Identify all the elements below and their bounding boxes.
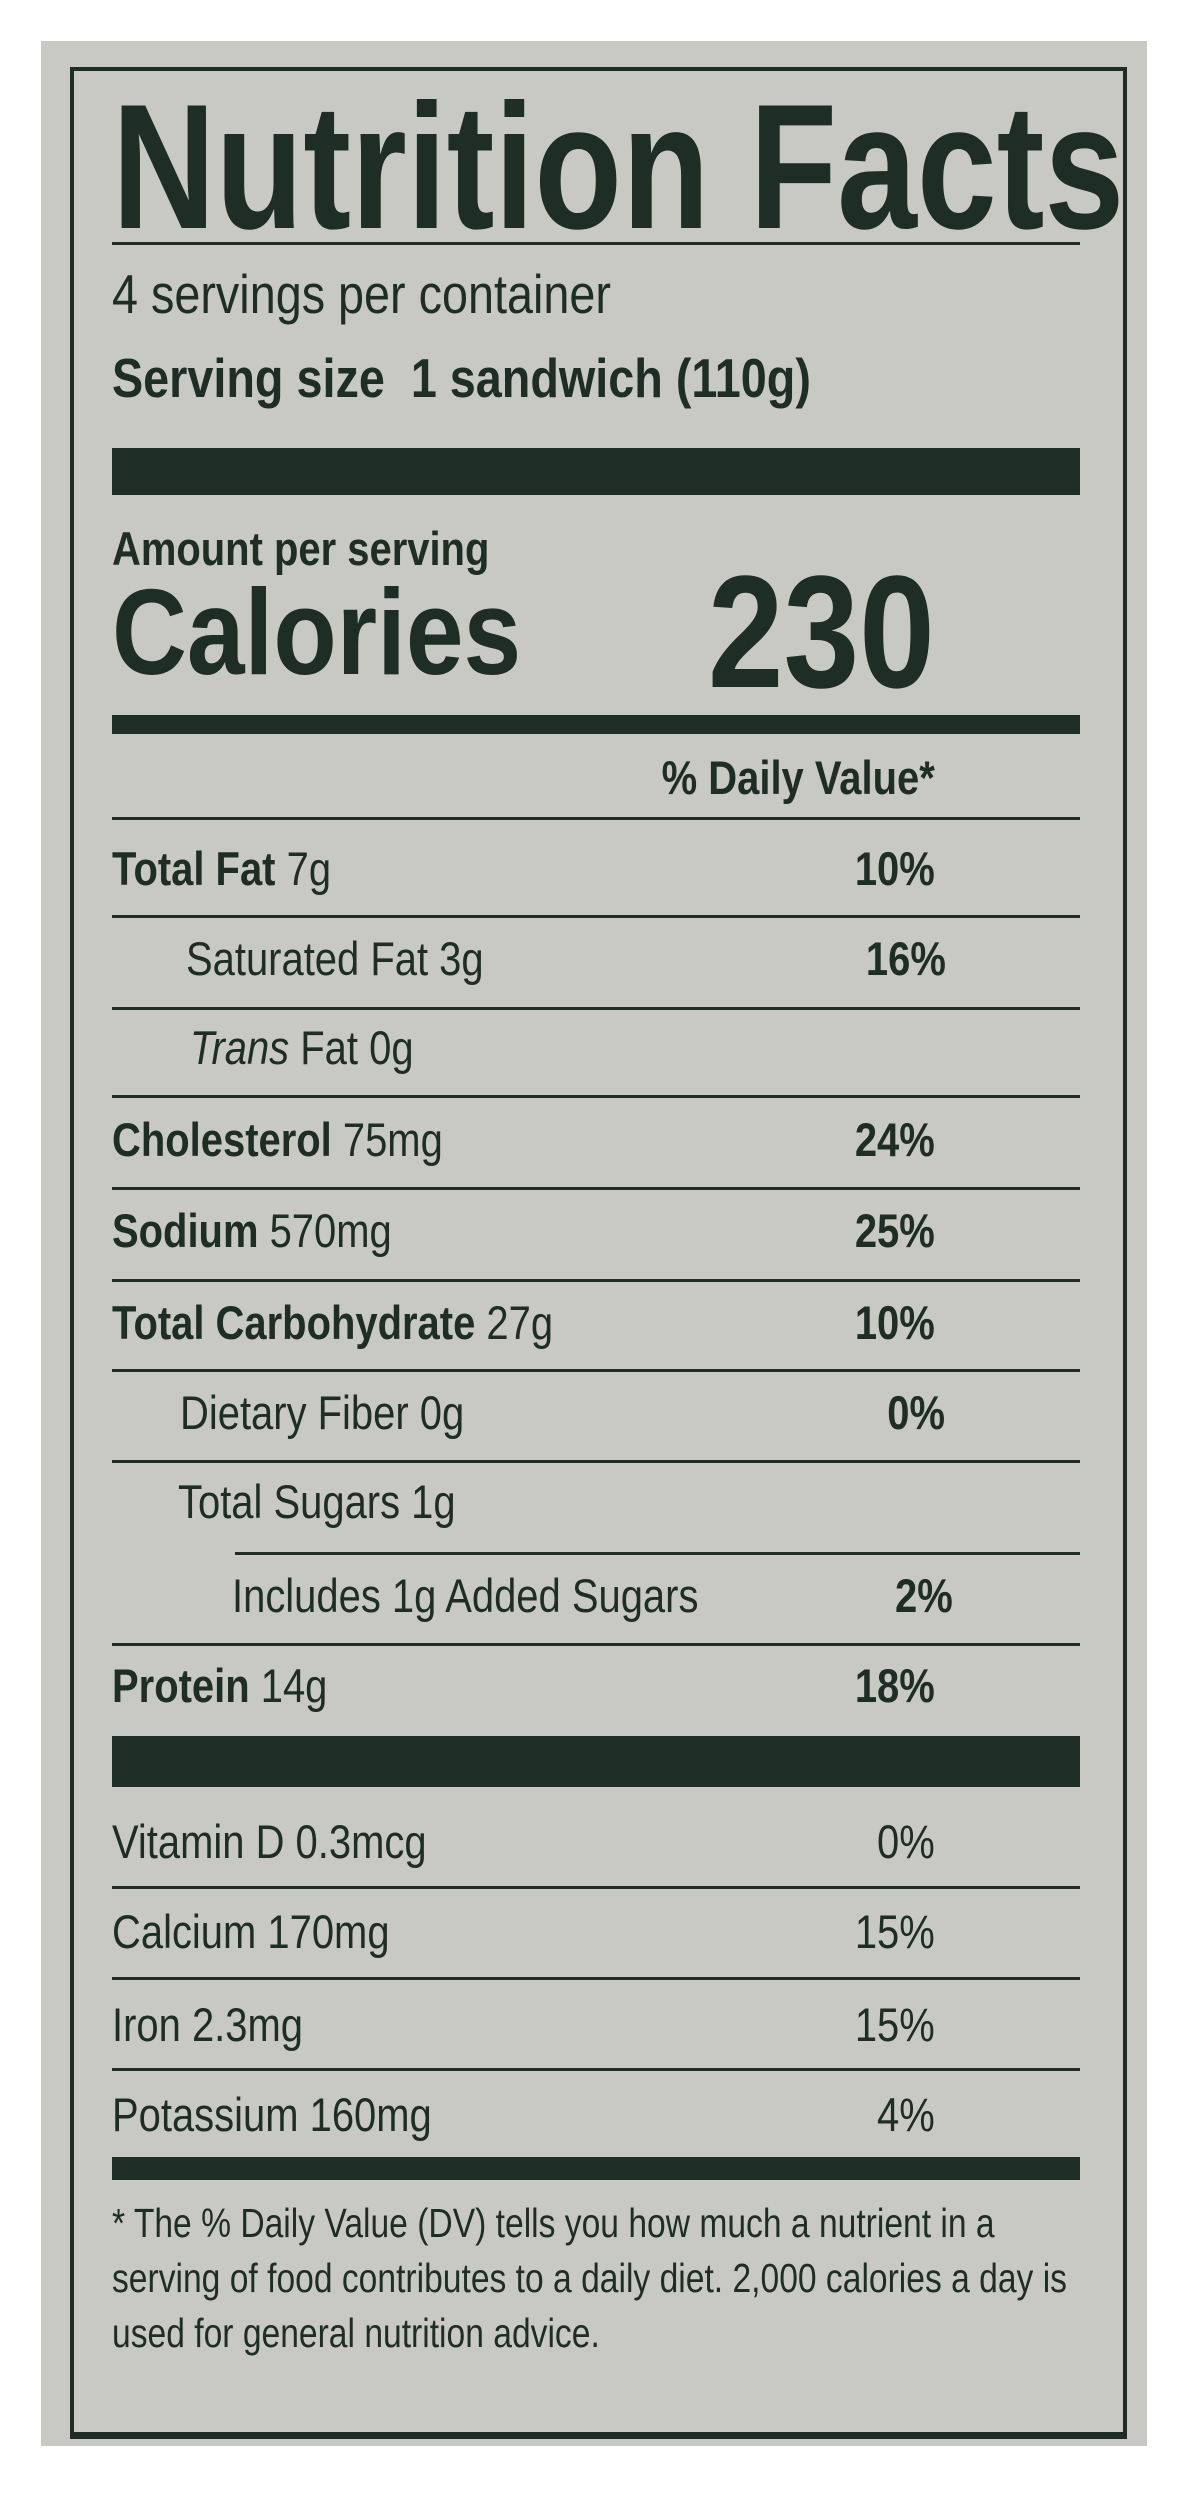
medium-divider — [112, 2157, 1080, 2180]
daily-value-header: % Daily Value* — [112, 750, 1080, 806]
calories-value: 230 — [707, 542, 935, 721]
title-text: Nutrition Facts — [112, 67, 1125, 266]
nutrients-6-dv: 0% — [887, 1386, 945, 1439]
vitamin-row-potassium: Potassium 160mg 4% — [112, 2087, 1080, 2143]
vitamins-3-dv: 4% — [877, 2088, 935, 2141]
vitamins-3-text: Potassium 160mg — [112, 2088, 432, 2141]
thick-divider — [112, 448, 1080, 495]
divider — [112, 915, 1080, 918]
nutrition-facts-title: Nutrition Facts — [112, 77, 1124, 257]
nutrients-9-amount: 14g — [260, 1659, 328, 1712]
nutrients-1-dv: 16% — [865, 932, 946, 985]
nutrient-row-total-fat: Total Fat 7g 10% — [112, 841, 1080, 897]
divider — [112, 1977, 1080, 1980]
nutrients-4-name: Sodium — [112, 1204, 259, 1257]
nutrients-9-dv: 18% — [854, 1659, 935, 1712]
nutrients-2-name: Trans — [190, 1021, 290, 1074]
servings-per-container: 4 servings per container — [112, 262, 1080, 326]
nutrient-row-total-sugars: Total Sugars 1g — [178, 1474, 1080, 1530]
divider — [112, 1460, 1080, 1463]
vitamin-row-vitamin-d: Vitamin D 0.3mcg 0% — [112, 1814, 1080, 1870]
nutrients-1-name: Saturated Fat — [186, 932, 429, 985]
vitamins-0-dv: 0% — [877, 1815, 935, 1868]
divider — [112, 1095, 1080, 1098]
nutrients-3-dv: 24% — [854, 1113, 935, 1166]
nutrient-row-sodium: Sodium 570mg 25% — [112, 1203, 1080, 1259]
nutrition-facts-border — [70, 67, 1127, 2439]
nutrients-3-name: Cholesterol — [112, 1113, 332, 1166]
amount-per-serving-text: Amount per serving — [112, 522, 490, 575]
nutrients-5-amount: 27g — [486, 1296, 554, 1349]
divider — [112, 1279, 1080, 1282]
nutrient-row-trans-fat: Trans Fat 0g — [190, 1020, 1080, 1076]
nutrients-5-dv: 10% — [854, 1296, 935, 1349]
servings-text: 4 servings per container — [112, 263, 611, 325]
divider — [112, 1007, 1080, 1010]
nutrients-2-name_rest: Fat — [300, 1021, 358, 1074]
serving-size-label: Serving size — [112, 347, 385, 409]
nutrient-row-cholesterol: Cholesterol 75mg 24% — [112, 1112, 1080, 1168]
nutrient-row-protein: Protein 14g 18% — [112, 1658, 1080, 1714]
vitamins-1-dv: 15% — [854, 1905, 935, 1958]
vitamins-0-text: Vitamin D 0.3mcg — [112, 1815, 427, 1868]
footnote-text: * The % Daily Value (DV) tells you how m… — [112, 2200, 1067, 2356]
divider — [235, 1552, 1080, 1555]
thick-divider — [112, 1736, 1080, 1787]
nutrients-8-dv: 2% — [895, 1569, 953, 1622]
nutrients-4-dv: 25% — [854, 1204, 935, 1257]
divider — [112, 817, 1080, 820]
divider — [112, 242, 1080, 245]
divider — [112, 2068, 1080, 2071]
nutrient-row-dietary-fiber: Dietary Fiber 0g 0% — [180, 1385, 1080, 1441]
nutrients-3-amount: 75mg — [342, 1113, 443, 1166]
vitamin-row-iron: Iron 2.3mg 15% — [112, 1997, 1080, 2053]
label-background — [41, 41, 1147, 2446]
serving-size: Serving size 1 sandwich (110g) — [112, 346, 1080, 410]
calories-row: Calories 230 — [112, 542, 1080, 721]
nutrients-6-amount: 0g — [419, 1386, 465, 1439]
dv-header-text: % Daily Value* — [661, 751, 935, 804]
nutrient-row-added-sugars: Includes 1g Added Sugars 2% — [232, 1568, 1080, 1624]
divider — [112, 1369, 1080, 1372]
nutrients-8-name: Includes 1g Added Sugars — [232, 1569, 699, 1622]
nutrients-9-name: Protein — [112, 1659, 250, 1712]
nutrients-0-dv: 10% — [854, 842, 935, 895]
nutrients-5-name: Total Carbohydrate — [112, 1296, 476, 1349]
vitamins-2-dv: 15% — [854, 1998, 935, 2051]
vitamins-2-text: Iron 2.3mg — [112, 1998, 303, 2051]
nutrient-row-saturated-fat: Saturated Fat 3g 16% — [186, 931, 1080, 987]
vitamin-row-calcium: Calcium 170mg 15% — [112, 1904, 1080, 1960]
medium-divider — [112, 715, 1080, 734]
nutrients-6-name: Dietary Fiber — [180, 1386, 409, 1439]
vitamins-1-text: Calcium 170mg — [112, 1905, 390, 1958]
divider — [112, 1187, 1080, 1190]
nutrients-0-amount: 7g — [286, 842, 332, 895]
nutrient-row-total-carbohydrate: Total Carbohydrate 27g 10% — [112, 1295, 1080, 1351]
divider — [112, 1886, 1080, 1889]
nutrients-7-amount: 1g — [411, 1475, 456, 1528]
serving-size-value: 1 sandwich (110g) — [410, 347, 811, 409]
divider — [112, 1643, 1080, 1646]
calories-label: Calories — [112, 564, 522, 700]
nutrients-7-name: Total Sugars — [178, 1475, 401, 1528]
nutrients-1-amount: 3g — [439, 932, 484, 985]
nutrients-0-name: Total Fat — [112, 842, 276, 895]
amount-per-serving: Amount per serving — [112, 524, 1080, 574]
footnote: * The % Daily Value (DV) tells you how m… — [112, 2196, 1080, 2361]
nutrients-2-amount: 0g — [369, 1021, 414, 1074]
nutrients-4-amount: 570mg — [269, 1204, 392, 1257]
